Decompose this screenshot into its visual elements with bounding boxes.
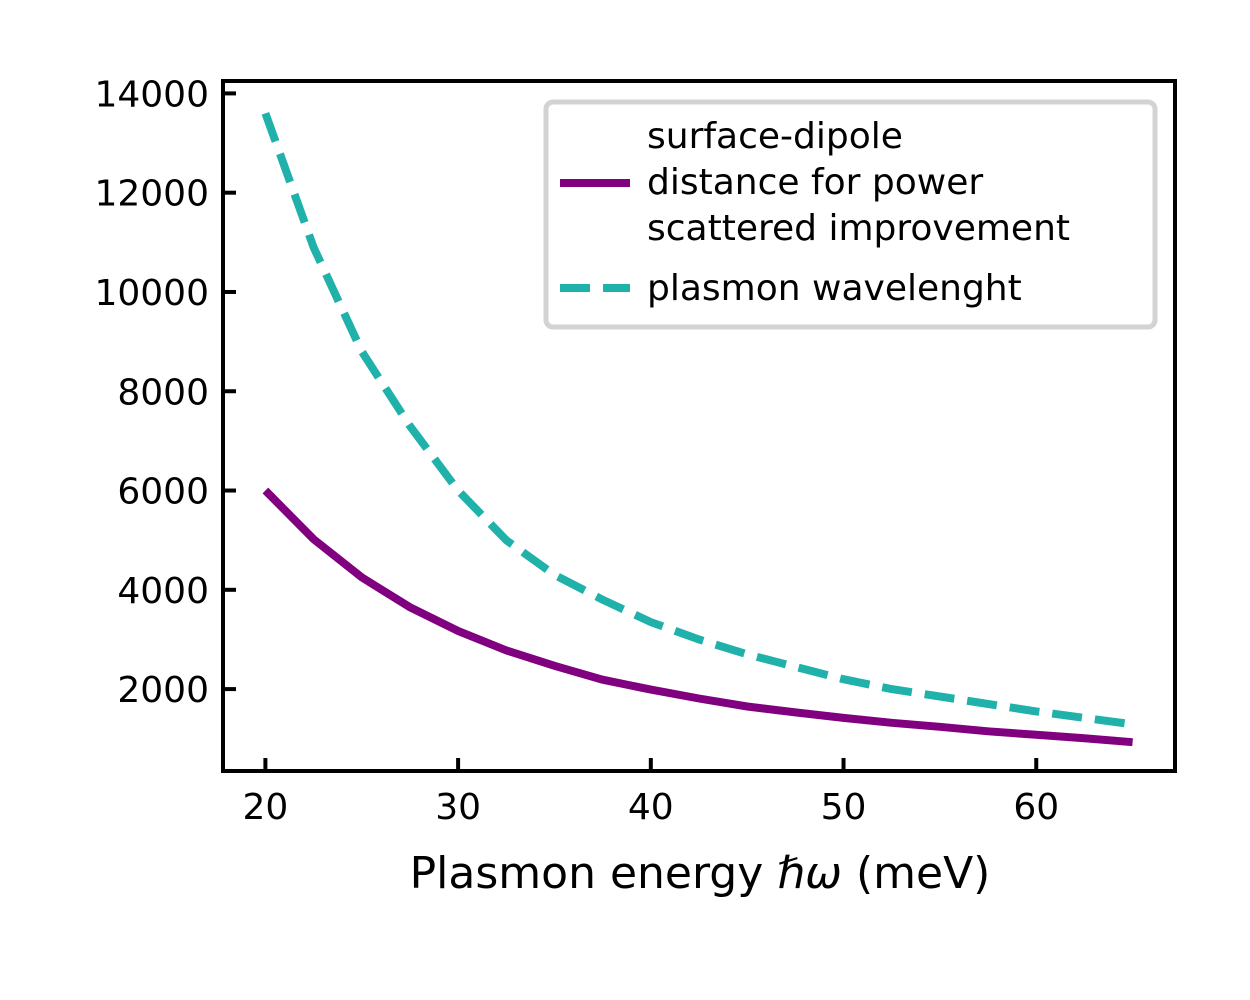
legend-label-distance: surface-dipole distance for power scattere…	[647, 116, 1070, 249]
x-axis-label-prefix: Plasmon energy	[410, 848, 778, 899]
series-line-wavelength	[261, 111, 1134, 729]
legend: surface-dipole distance for power scattere…	[543, 99, 1158, 330]
x-axis-label: Plasmon energy ℏω (meV)	[410, 848, 991, 899]
y-tick-label: 10000	[94, 273, 209, 314]
y-tick-label: 8000	[117, 372, 209, 413]
x-axis-label-suffix: (meV)	[842, 848, 990, 899]
y-tick-label: 4000	[117, 571, 209, 612]
legend-label-wavelength: plasmon wavelenght	[647, 268, 1022, 309]
x-axis-label-symbol: ℏω	[777, 848, 842, 899]
y-tick-label: 14000	[94, 74, 209, 115]
series-line-distance	[262, 487, 1133, 747]
axes-frame	[221, 79, 1177, 773]
x-tick-label: 40	[628, 787, 674, 828]
y-tick-label: 12000	[94, 174, 209, 215]
x-tick-label: 20	[242, 787, 288, 828]
y-tick-label: 6000	[117, 472, 209, 513]
x-tick-label: 50	[821, 787, 867, 828]
y-tick-label: 2000	[117, 670, 209, 711]
plot-content	[261, 111, 1134, 747]
axes: 20 30 40 50 60 2000 4000 6000 8000 10000 12000 1400…	[94, 74, 1177, 828]
legend-box	[543, 99, 1158, 330]
x-tick-label: 30	[435, 787, 481, 828]
x-tick-label: 60	[1013, 787, 1059, 828]
